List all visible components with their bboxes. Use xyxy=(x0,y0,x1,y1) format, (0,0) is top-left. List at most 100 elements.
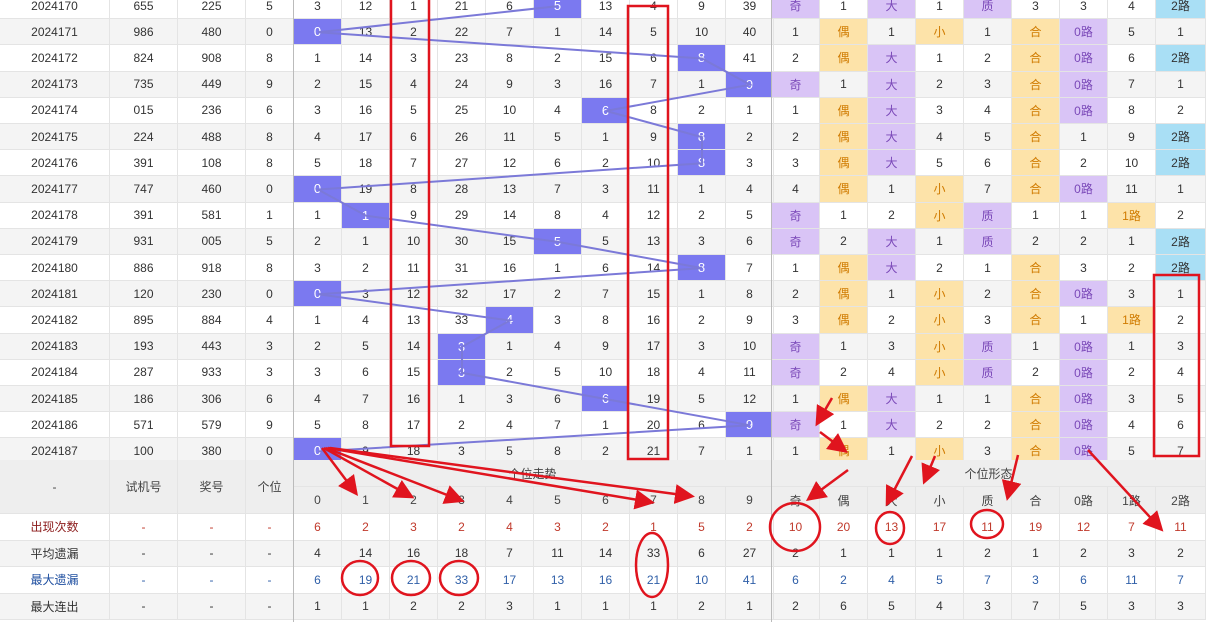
stats-value: 7 xyxy=(964,567,1012,594)
form-cell: 奇 xyxy=(772,202,820,229)
data-row: 2024176 391 108 8 5 18 7 27 12 6 2 10 8 3 3 偶大 5 6 合 2 10 2路 xyxy=(0,150,1206,177)
miss-count-cell: 6 xyxy=(342,359,390,386)
stats-row: 平均遗漏 - - -4 14 16 18 7 11 14 33 6 27 2 1 1 1 2 1 2 3 2 xyxy=(0,540,1206,567)
stats-value: 1 xyxy=(582,593,630,620)
prize-number-cell: 579 xyxy=(178,412,246,439)
form-cell: 偶 xyxy=(820,281,868,308)
miss-count-cell: 19 xyxy=(630,386,678,413)
issue-cell: 2024170 xyxy=(0,0,110,20)
test-number-cell: 391 xyxy=(110,150,178,177)
test-number-cell: 571 xyxy=(110,412,178,439)
form-cell: 4 xyxy=(1108,412,1156,439)
hit-digit-cell: 0 xyxy=(294,281,342,308)
miss-count-cell: 4 xyxy=(294,124,342,151)
form-cell: 大 xyxy=(868,412,916,439)
stats-value: 10 xyxy=(678,567,726,594)
form-cell: 1路 xyxy=(1108,307,1156,334)
form-cell: 2 xyxy=(1108,359,1156,386)
miss-count-cell: 18 xyxy=(630,359,678,386)
stats-dash: - xyxy=(178,514,246,541)
stats-dash: - xyxy=(246,514,294,541)
form-cell: 2 xyxy=(916,255,964,282)
stats-row: 出现次数 - - -6 2 3 2 4 3 2 1 5 2 10 20 13 17 11 19 12 7 11 xyxy=(0,514,1206,541)
miss-count-cell: 4 xyxy=(294,386,342,413)
miss-count-cell: 3 xyxy=(678,333,726,360)
form-cell: 2 xyxy=(868,202,916,229)
stats-value: 2 xyxy=(772,593,820,620)
issue-cell: 2024175 xyxy=(0,124,110,151)
miss-count-cell: 3 xyxy=(534,71,582,98)
test-number-cell: 391 xyxy=(110,202,178,229)
miss-count-cell: 7 xyxy=(486,19,534,46)
miss-count-cell: 9 xyxy=(390,202,438,229)
hit-digit-cell: 9 xyxy=(726,71,774,98)
stats-value: 21 xyxy=(390,567,438,594)
stats-label: 平均遗漏 xyxy=(0,540,110,567)
form-cell: 1 xyxy=(1012,202,1060,229)
unit-digit-cell: 4 xyxy=(246,307,294,334)
miss-count-cell: 1 xyxy=(486,333,534,360)
miss-count-cell: 15 xyxy=(390,359,438,386)
form-cell: 4 xyxy=(916,124,964,151)
hit-digit-cell: 4 xyxy=(486,307,534,334)
miss-count-cell: 12 xyxy=(486,150,534,177)
data-row: 2024170 655 225 5 3 12 1 21 6 5 13 4 9 39 奇 1 大 1 质 3 3 4 2路 xyxy=(0,0,1206,20)
miss-count-cell: 2 xyxy=(438,412,486,439)
miss-count-cell: 10 xyxy=(630,150,678,177)
miss-count-cell: 1 xyxy=(294,45,342,72)
prize-number-cell: 460 xyxy=(178,176,246,203)
form-cell: 2路 xyxy=(1156,150,1206,177)
form-cell: 1 xyxy=(772,97,820,124)
stats-value: 16 xyxy=(582,567,630,594)
prize-number-header: 奖号 xyxy=(178,460,246,514)
stats-value: 11 xyxy=(964,514,1012,541)
prize-number-cell: 005 xyxy=(178,228,246,255)
stats-value: 6 xyxy=(294,514,342,541)
hit-digit-cell: 3 xyxy=(438,359,486,386)
miss-count-cell: 7 xyxy=(534,412,582,439)
stats-value: 14 xyxy=(342,540,390,567)
form-cell: 小 xyxy=(916,202,964,229)
miss-count-cell: 6 xyxy=(534,150,582,177)
miss-count-cell: 1 xyxy=(726,97,774,124)
test-number-cell: 931 xyxy=(110,228,178,255)
digit-header: 4 xyxy=(486,487,534,514)
form-cell: 2 xyxy=(916,412,964,439)
form-cell: 偶 xyxy=(820,255,868,282)
form-header: 1路 xyxy=(1108,487,1156,514)
form-cell: 1 xyxy=(820,0,868,20)
miss-count-cell: 2 xyxy=(678,307,726,334)
miss-count-cell: 16 xyxy=(630,307,678,334)
form-cell: 大 xyxy=(868,45,916,72)
miss-count-cell: 15 xyxy=(630,281,678,308)
form-cell: 0路 xyxy=(1060,281,1108,308)
stats-value: 3 xyxy=(1108,540,1156,567)
miss-count-cell: 11 xyxy=(486,124,534,151)
miss-count-cell: 28 xyxy=(438,176,486,203)
form-cell: 9 xyxy=(1108,124,1156,151)
form-cell: 8 xyxy=(1108,97,1156,124)
form-cell: 2路 xyxy=(1156,255,1206,282)
form-cell: 合 xyxy=(1012,255,1060,282)
miss-count-cell: 27 xyxy=(438,150,486,177)
miss-count-cell: 9 xyxy=(582,333,630,360)
miss-count-cell: 16 xyxy=(342,97,390,124)
miss-count-cell: 9 xyxy=(486,71,534,98)
stats-value: 11 xyxy=(534,540,582,567)
prize-number-cell: 488 xyxy=(178,124,246,151)
miss-count-cell: 6 xyxy=(486,0,534,20)
form-cell: 1 xyxy=(1060,307,1108,334)
hit-digit-cell: 8 xyxy=(678,150,726,177)
form-cell: 1 xyxy=(1156,71,1206,98)
miss-count-cell: 1 xyxy=(438,386,486,413)
miss-count-cell: 30 xyxy=(438,228,486,255)
form-cell: 3 xyxy=(916,97,964,124)
form-cell: 1 xyxy=(820,412,868,439)
form-cell: 2 xyxy=(1108,255,1156,282)
stats-value: 7 xyxy=(1108,514,1156,541)
form-cell: 1 xyxy=(1156,281,1206,308)
stats-value: 2 xyxy=(342,514,390,541)
stats-value: 7 xyxy=(1012,593,1060,620)
hit-digit-cell: 6 xyxy=(582,386,630,413)
form-cell: 1路 xyxy=(1108,202,1156,229)
